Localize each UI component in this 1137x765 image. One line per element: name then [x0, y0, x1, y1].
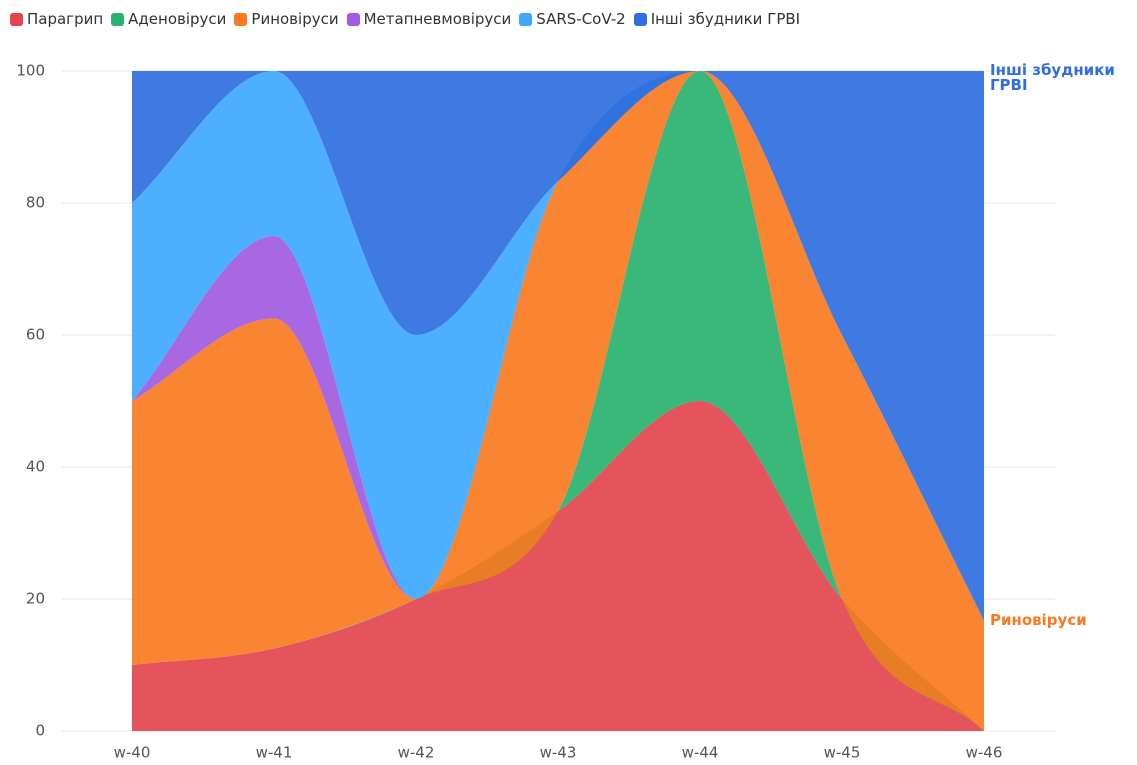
area [132, 71, 984, 731]
legend-item[interactable]: Парагрип [10, 10, 103, 28]
legend-label: Аденовіруси [128, 10, 227, 28]
x-tick-label: w-41 [256, 744, 293, 762]
end-label: Інші збудники ГРВІ [990, 61, 1115, 94]
legend-label: Парагрип [27, 10, 104, 28]
legend-swatch [111, 12, 125, 26]
legend-swatch [519, 12, 533, 26]
y-tick-label: 80 [26, 194, 45, 212]
legend-item[interactable]: SARS-CoV-2 [519, 10, 626, 28]
legend-label: SARS-CoV-2 [536, 10, 626, 28]
area [132, 71, 984, 621]
legend-item[interactable]: Аденовіруси [111, 10, 226, 28]
legend-label: Риновіруси [251, 10, 339, 28]
x-tick-label: w-46 [966, 744, 1003, 762]
legend-label: Метапневмовіруси [363, 10, 512, 28]
x-tick-label: w-40 [114, 744, 151, 762]
legend-item[interactable]: Метапневмовіруси [346, 10, 512, 28]
area [132, 71, 984, 621]
legend-swatch [346, 12, 360, 26]
x-tick-label: w-45 [824, 744, 861, 762]
legend: Парагрип Аденовіруси Риновіруси Метапневмов… [10, 10, 800, 28]
y-tick-label: 40 [26, 458, 45, 476]
y-tick-label: 0 [35, 722, 45, 740]
y-tick-label: 100 [16, 62, 45, 80]
legend-swatch [234, 12, 248, 26]
legend-swatch [10, 12, 23, 26]
legend-item[interactable]: Інші збудники ГРВІ [633, 10, 801, 28]
y-tick-label: 20 [26, 590, 45, 608]
area [132, 71, 984, 621]
legend-item[interactable]: Риновіруси [234, 10, 339, 28]
end-label: Риновіруси [990, 610, 1087, 629]
x-tick-label: w-44 [682, 744, 719, 762]
y-tick-label: 60 [26, 326, 45, 344]
x-tick-label: w-42 [398, 744, 435, 762]
area [132, 401, 984, 731]
legend-swatch [633, 12, 647, 26]
x-tick-label: w-43 [540, 744, 577, 762]
legend-label: Інші збудники ГРВІ [650, 10, 801, 28]
